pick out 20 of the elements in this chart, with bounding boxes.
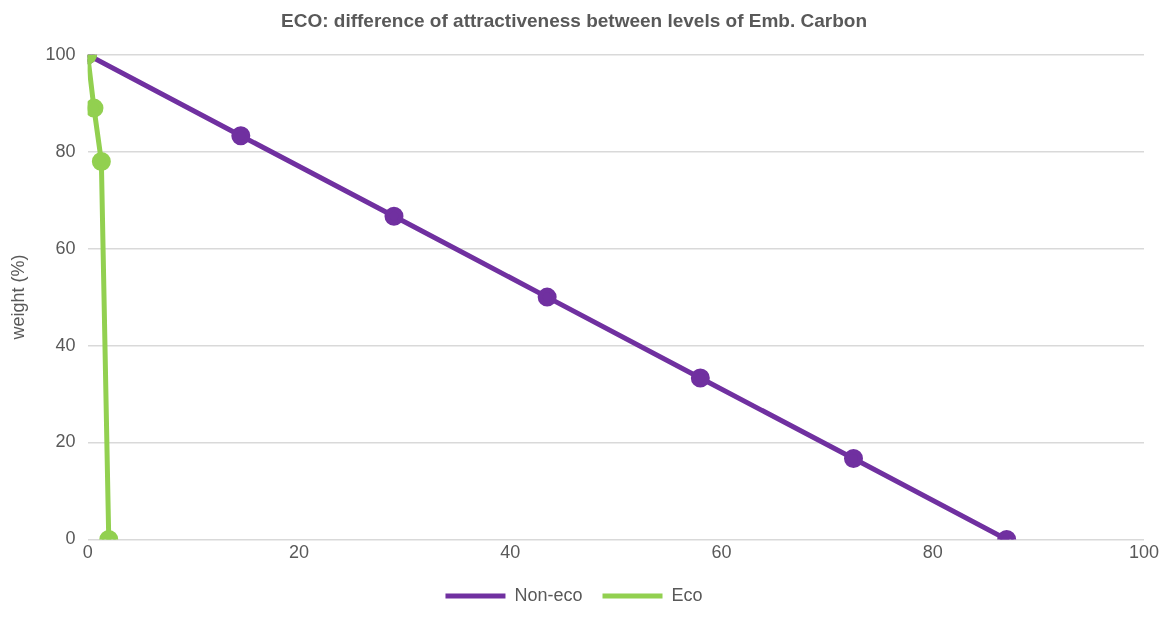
- legend-label: Non-eco: [514, 584, 583, 605]
- y-tick-label: 0: [65, 528, 76, 549]
- point: [537, 287, 557, 307]
- point: [91, 151, 111, 171]
- x-tick-label: 80: [922, 542, 943, 563]
- x-tick-label: 20: [288, 542, 309, 563]
- point: [231, 126, 251, 146]
- x-tick-label: 0: [82, 542, 93, 563]
- y-tick-label: 40: [55, 334, 76, 355]
- x-tick-label: 100: [1128, 542, 1160, 563]
- point: [384, 206, 404, 226]
- x-tick-label: 60: [711, 542, 732, 563]
- y-tick-label: 100: [45, 43, 76, 64]
- x-tick-label: 40: [500, 542, 521, 563]
- y-axis-title: weight (%): [7, 254, 28, 341]
- legend-label: Eco: [671, 584, 703, 605]
- y-tick-label: 60: [55, 237, 76, 258]
- y-tick-label: 20: [55, 431, 76, 452]
- y-tick-label: 80: [55, 140, 76, 161]
- chart-title: ECO: difference of attractiveness between levels of Emb. Carbon: [281, 9, 867, 31]
